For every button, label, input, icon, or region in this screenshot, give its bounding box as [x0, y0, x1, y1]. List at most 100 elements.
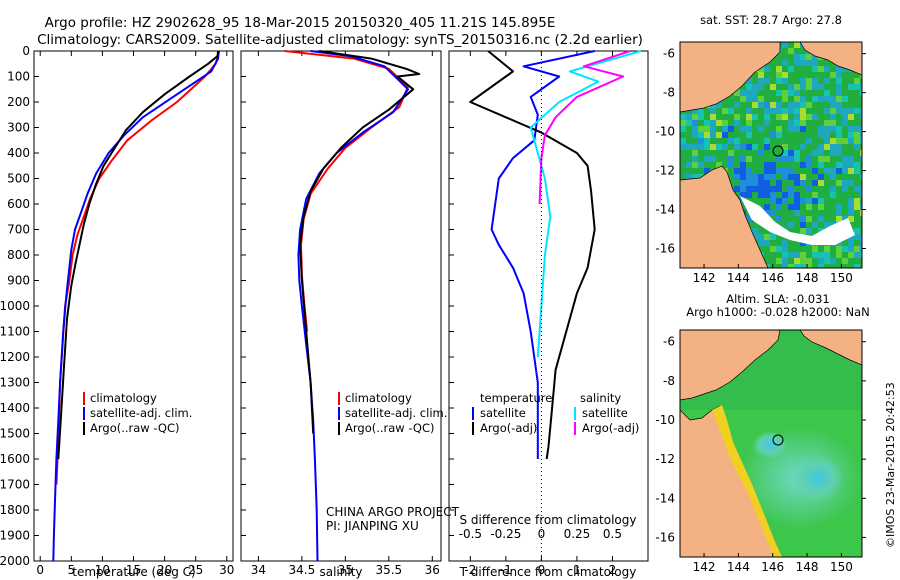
- sst-pixel: [824, 168, 830, 174]
- x-tick-label: 35.5: [375, 563, 402, 577]
- sst-pixel: [794, 180, 800, 186]
- sst-pixel: [854, 132, 860, 138]
- sst-pixel: [848, 84, 854, 90]
- sst-pixel: [764, 186, 770, 192]
- sst-pixel: [770, 102, 776, 108]
- sst-pixel: [782, 108, 788, 114]
- sst-pixel: [698, 138, 704, 144]
- sst-pixel: [854, 204, 860, 210]
- difference-plot: -2 -1 0 1 2 -0.5 -0.25 0 0.25 0.5: [449, 50, 642, 577]
- sst-pixel: [692, 162, 698, 168]
- sst-pixel: [710, 126, 716, 132]
- sst-pixel: [692, 144, 698, 150]
- sst-pixel: [794, 108, 800, 114]
- sst-pixel: [800, 126, 806, 132]
- sst-pixel: [764, 210, 770, 216]
- y-tick-label: 1900: [0, 529, 30, 543]
- lon-tick-label: 146: [761, 271, 784, 285]
- sst-pixel: [794, 90, 800, 96]
- sst-pixel: [860, 210, 862, 216]
- sst-pixel: [782, 246, 788, 252]
- y-tick-label: 1300: [0, 376, 30, 390]
- sst-pixel: [848, 210, 854, 216]
- lat-tick-label: -6: [663, 335, 675, 349]
- sst-pixel: [836, 204, 842, 210]
- sst-pixel: [770, 174, 776, 180]
- sst-pixel: [842, 168, 848, 174]
- sla-map-title: Altim. SLA: -0.031: [726, 292, 830, 306]
- sst-pixel: [812, 66, 818, 72]
- sst-pixel: [854, 252, 860, 258]
- sst-pixel: [860, 72, 862, 78]
- sst-pixel: [734, 186, 740, 192]
- sst-pixel: [860, 246, 862, 252]
- sla-map-image: [680, 330, 862, 557]
- sst-pixel: [848, 132, 854, 138]
- sst-pixel: [776, 156, 782, 162]
- x-tick-label: 34: [251, 563, 266, 577]
- legend-sat-label: satellite-adj. clim.: [345, 406, 447, 420]
- sst-pixel: [680, 126, 686, 132]
- y-tick-label: 1000: [0, 299, 30, 313]
- x-tick-label: 10: [95, 563, 110, 577]
- series-argo-raw-qc-: [57, 50, 220, 460]
- sst-pixel: [794, 150, 800, 156]
- sst-pixel: [800, 216, 806, 222]
- sst-pixel: [770, 234, 776, 240]
- x-tick-label: 36: [425, 563, 440, 577]
- sst-pixel: [860, 156, 862, 162]
- sst-pixel: [800, 114, 806, 120]
- sst-pixel: [770, 132, 776, 138]
- sst-pixel: [776, 78, 782, 84]
- sst-pixel: [830, 72, 836, 78]
- sst-pixel: [860, 132, 862, 138]
- sst-pixel: [728, 162, 734, 168]
- sst-pixel: [836, 90, 842, 96]
- sst-pixel: [812, 78, 818, 84]
- sst-pixel: [764, 240, 770, 246]
- sst-pixel: [854, 264, 860, 268]
- sla-coastal-band: [712, 405, 782, 557]
- sst-pixel: [692, 132, 698, 138]
- sst-pixel: [818, 150, 824, 156]
- sst-pixel: [776, 102, 782, 108]
- sst-pixel: [776, 90, 782, 96]
- sst-pixel: [842, 186, 848, 192]
- lon-tick-label: 150: [830, 560, 853, 574]
- sst-pixel: [860, 234, 862, 240]
- lat-tick-label: -12: [655, 164, 675, 178]
- sst-pixel: [812, 198, 818, 204]
- sst-pixel: [692, 174, 698, 180]
- sst-pixel: [800, 264, 806, 268]
- sst-pixel: [794, 174, 800, 180]
- sst-pixel: [764, 108, 770, 114]
- legend-argo-label: Argo(..raw -QC): [90, 421, 180, 435]
- sst-pixel: [776, 180, 782, 186]
- sst-pixel: [800, 162, 806, 168]
- sst-pixel: [830, 96, 836, 102]
- x-tick-label: 0: [538, 563, 546, 577]
- sst-pixel: [776, 258, 782, 264]
- sst-pixel: [794, 204, 800, 210]
- sst-pixel: [776, 204, 782, 210]
- sst-pixel: [800, 258, 806, 264]
- sst-pixel: [752, 84, 758, 90]
- sst-pixel: [800, 198, 806, 204]
- sst-pixel: [758, 78, 764, 84]
- sst-pixel: [806, 228, 812, 234]
- sst-pixel: [782, 150, 788, 156]
- sst-pixel: [824, 138, 830, 144]
- sst-pixel: [782, 114, 788, 120]
- sst-pixel: [752, 228, 758, 234]
- sst-pixel: [830, 126, 836, 132]
- sst-pixel: [824, 156, 830, 162]
- sst-pixel: [794, 258, 800, 264]
- sst-pixel: [830, 114, 836, 120]
- sst-pixel: [746, 90, 752, 96]
- sst-pixel: [806, 102, 812, 108]
- sst-pixel: [686, 162, 692, 168]
- sst-pixel: [812, 180, 818, 186]
- sst-pixel: [800, 108, 806, 114]
- sst-map-frame: [679, 41, 863, 269]
- sst-pixel: [836, 150, 842, 156]
